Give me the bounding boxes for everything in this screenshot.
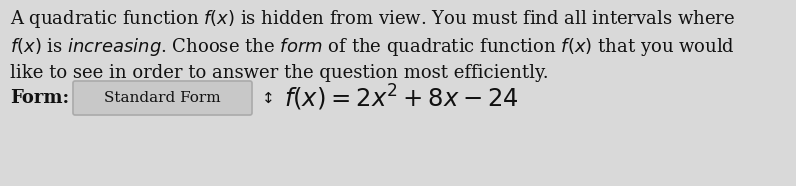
Text: Form:: Form: <box>10 89 69 107</box>
Text: $f(x) = 2x^2 + 8x - 24$: $f(x) = 2x^2 + 8x - 24$ <box>284 83 519 113</box>
Text: Standard Form: Standard Form <box>104 91 220 105</box>
Text: ↕: ↕ <box>262 91 275 105</box>
Text: $f(x)$ is $\mathit{increasing}$. Choose the $\mathit{form}$ of the quadratic fun: $f(x)$ is $\mathit{increasing}$. Choose … <box>10 36 735 58</box>
Text: A quadratic function $f(x)$ is hidden from view. You must find all intervals whe: A quadratic function $f(x)$ is hidden fr… <box>10 8 736 30</box>
FancyBboxPatch shape <box>73 81 252 115</box>
Text: like to see in order to answer the question most efficiently.: like to see in order to answer the quest… <box>10 64 548 82</box>
